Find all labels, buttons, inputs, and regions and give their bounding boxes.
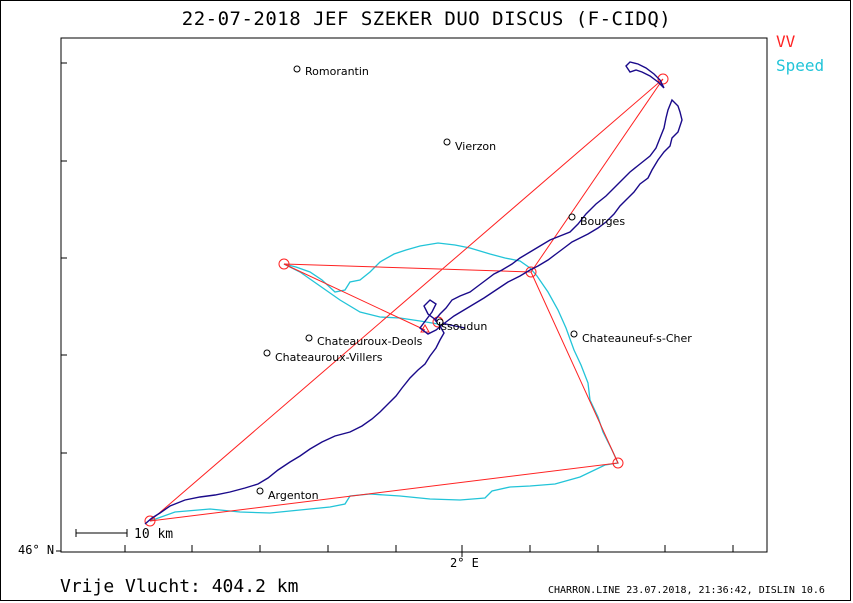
longitude-label: 2° E bbox=[450, 556, 479, 570]
city-marker bbox=[305, 334, 313, 342]
speed-line bbox=[149, 242, 619, 522]
gps-track bbox=[144, 98, 683, 525]
city-label-romorantin: Romorantin bbox=[305, 65, 369, 78]
scale-label: 10 km bbox=[134, 527, 173, 542]
city-label-vierzon: Vierzon bbox=[455, 140, 496, 153]
x-ticks bbox=[124, 545, 734, 557]
city-label-chateauroux-deols: Chateauroux-Deols bbox=[317, 335, 423, 348]
scale-bar: 10 km bbox=[75, 527, 173, 542]
city-marker bbox=[443, 138, 451, 146]
city-markers bbox=[256, 65, 578, 495]
vv-lines bbox=[149, 78, 664, 522]
city-label-chateauneuf: Chateauneuf-s-Cher bbox=[582, 332, 692, 345]
legend-vv: VV bbox=[776, 32, 796, 51]
city-label-bourges: Bourges bbox=[580, 215, 625, 228]
city-label-argenton: Argenton bbox=[268, 489, 319, 502]
city-marker bbox=[436, 318, 444, 326]
city-label-chateauroux-villers: Chateauroux-Villers bbox=[275, 351, 383, 364]
turnpoint-southeast bbox=[612, 457, 624, 469]
city-marker bbox=[263, 349, 271, 357]
city-label-issoudun: Issoudun bbox=[438, 320, 487, 333]
footer-info: CHARRON.LINE 23.07.2018, 21:36:42, DISLI… bbox=[548, 585, 825, 596]
turnpoint-northeast bbox=[657, 73, 669, 85]
gps-track-north bbox=[625, 61, 665, 89]
city-labels: Romorantin Vierzon Bourges Issoudun Chat… bbox=[268, 65, 692, 502]
city-marker bbox=[568, 213, 576, 221]
plot-border bbox=[60, 37, 768, 553]
legend-speed: Speed bbox=[776, 56, 825, 75]
city-marker bbox=[293, 65, 301, 73]
city-marker bbox=[256, 487, 264, 495]
turnpoint-west bbox=[278, 258, 290, 270]
page-title: 22-07-2018 JEF SZEKER DUO DISCUS (F-CIDQ… bbox=[181, 8, 672, 30]
y-ticks bbox=[56, 62, 67, 552]
city-marker bbox=[570, 330, 578, 338]
distance-label: Vrije Vlucht: 404.2 km bbox=[60, 576, 299, 597]
latitude-label: 46° N bbox=[18, 543, 55, 557]
turnpoint-start bbox=[144, 515, 156, 527]
